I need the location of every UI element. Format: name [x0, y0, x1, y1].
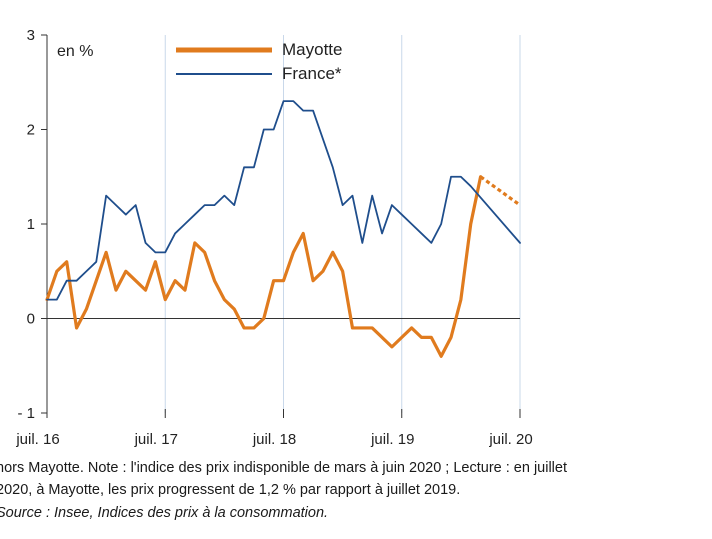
series-line-france	[46, 100, 521, 301]
unit-label: en %	[57, 43, 93, 60]
legend-label: Mayotte	[282, 40, 342, 59]
series-line-mayotte	[45, 175, 483, 358]
x-tick-label: juil. 19	[370, 431, 414, 448]
x-tick-label: juil. 16	[15, 431, 59, 448]
chart-series	[45, 100, 521, 358]
line-chart: juil. 16 juil. 17 juil. 18 juil. 19 juil. 20…	[15, 27, 532, 448]
x-tick-label: juil. 20	[488, 431, 532, 448]
y-tick-label: 3	[27, 27, 35, 44]
footnote-source: Source : Insee, Indices des prix à la co…	[0, 505, 329, 521]
y-tick-label: 2	[27, 122, 35, 139]
legend: Mayotte France*	[176, 40, 342, 83]
axes: juil. 16 juil. 17 juil. 18 juil. 19 juil. 20…	[15, 27, 532, 448]
series-projection-mayotte	[479, 175, 521, 207]
y-tick-label: 0	[27, 311, 35, 328]
y-tick-label: - 1	[17, 405, 35, 422]
y-tick-label: 1	[27, 216, 35, 233]
grid-lines	[164, 35, 521, 413]
footnote-reading: 2020, à Mayotte, les prix progressent de…	[0, 482, 461, 498]
legend-label: France*	[282, 64, 342, 83]
footnote-note: hors Mayotte. Note : l'indice des prix i…	[0, 460, 567, 476]
x-tick-label: juil. 18	[252, 431, 296, 448]
x-tick-label: juil. 17	[134, 431, 178, 448]
